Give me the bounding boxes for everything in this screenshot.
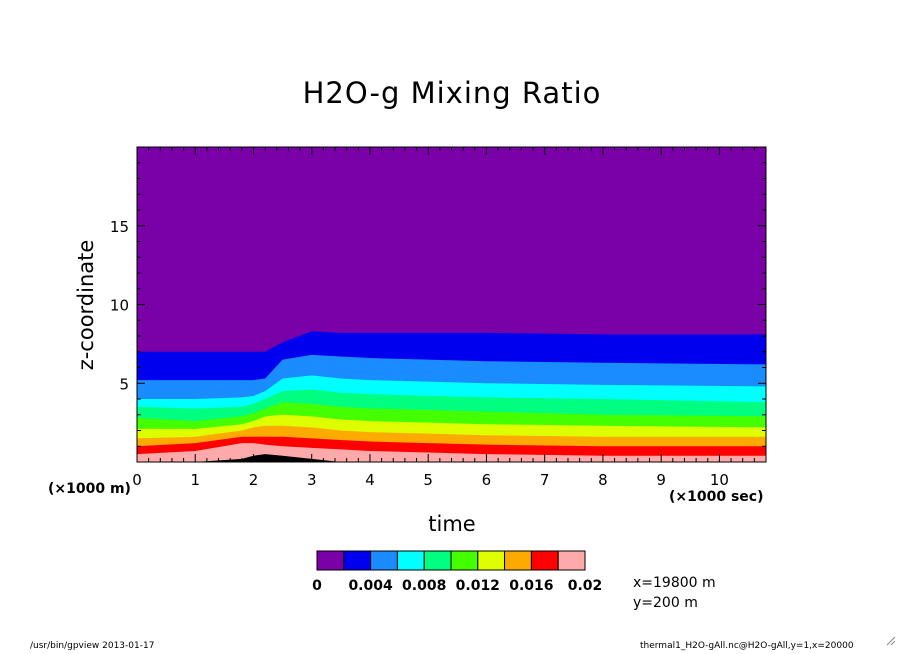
x-axis-label: time <box>428 512 476 536</box>
x-tick-label: 10 <box>710 471 729 489</box>
x-tick-label: 7 <box>540 471 550 489</box>
y-tick-label: 5 <box>119 375 129 393</box>
colorbar-swatch <box>504 550 532 571</box>
x-tick-label: 9 <box>656 471 666 489</box>
contour-band-10 <box>137 454 766 462</box>
chart-title: H2O-g Mixing Ratio <box>302 76 602 110</box>
location-y-annotation: y=200 m <box>633 595 698 611</box>
colorbar-tick-label: 0.008 <box>402 578 446 594</box>
location-x-annotation: x=19800 m <box>633 575 716 591</box>
colorbar: 0 0.004 0.008 0.012 0.016 0.02 <box>312 550 603 594</box>
x-tick-label: 5 <box>423 471 433 489</box>
y-axis-ticks: 5 10 15 <box>110 146 766 463</box>
x-tick-label: 3 <box>307 471 317 489</box>
colorbar-swatch <box>370 550 398 571</box>
x-axis-ticks: 0 1 2 3 4 5 6 7 8 9 10 <box>132 147 767 489</box>
colorbar-tick-label: 0.012 <box>456 578 500 594</box>
footer-program-label: /usr/bin/gpview 2013-01-17 <box>30 641 155 651</box>
colorbar-swatch <box>530 550 559 571</box>
x-tick-label: 4 <box>365 471 375 489</box>
x-axis-unit-label: (×1000 sec) <box>669 489 764 505</box>
y-tick-label: 15 <box>110 218 129 236</box>
colorbar-swatch <box>316 550 345 571</box>
x-tick-label: 2 <box>249 471 259 489</box>
footer-source-label: thermal1_H2O-gAll.nc@H2O-gAll,y=1,x=2000… <box>640 641 854 651</box>
colorbar-swatch <box>450 550 479 571</box>
colorbar-tick-label: 0.02 <box>568 578 603 594</box>
x-tick-label: 0 <box>132 471 142 489</box>
contour-bands <box>137 147 766 462</box>
colorbar-tick-label: 0.004 <box>348 578 393 594</box>
colorbar-swatch <box>343 550 372 571</box>
y-tick-label: 10 <box>110 297 129 315</box>
colorbar-swatch <box>396 550 425 571</box>
colorbar-swatch <box>477 550 506 571</box>
x-tick-label: 6 <box>482 471 492 489</box>
resize-grip-icon[interactable] <box>884 634 896 646</box>
colorbar-swatch <box>423 550 452 571</box>
colorbar-tick-label: 0 <box>312 578 322 594</box>
colorbar-tick-label: 0.016 <box>509 578 553 594</box>
colorbar-swatch <box>557 550 586 571</box>
y-axis-label: z-coordinate <box>74 239 98 371</box>
x-tick-label: 1 <box>190 471 200 489</box>
y-axis-unit-label: (×1000 m) <box>48 481 131 497</box>
x-tick-label: 8 <box>598 471 608 489</box>
